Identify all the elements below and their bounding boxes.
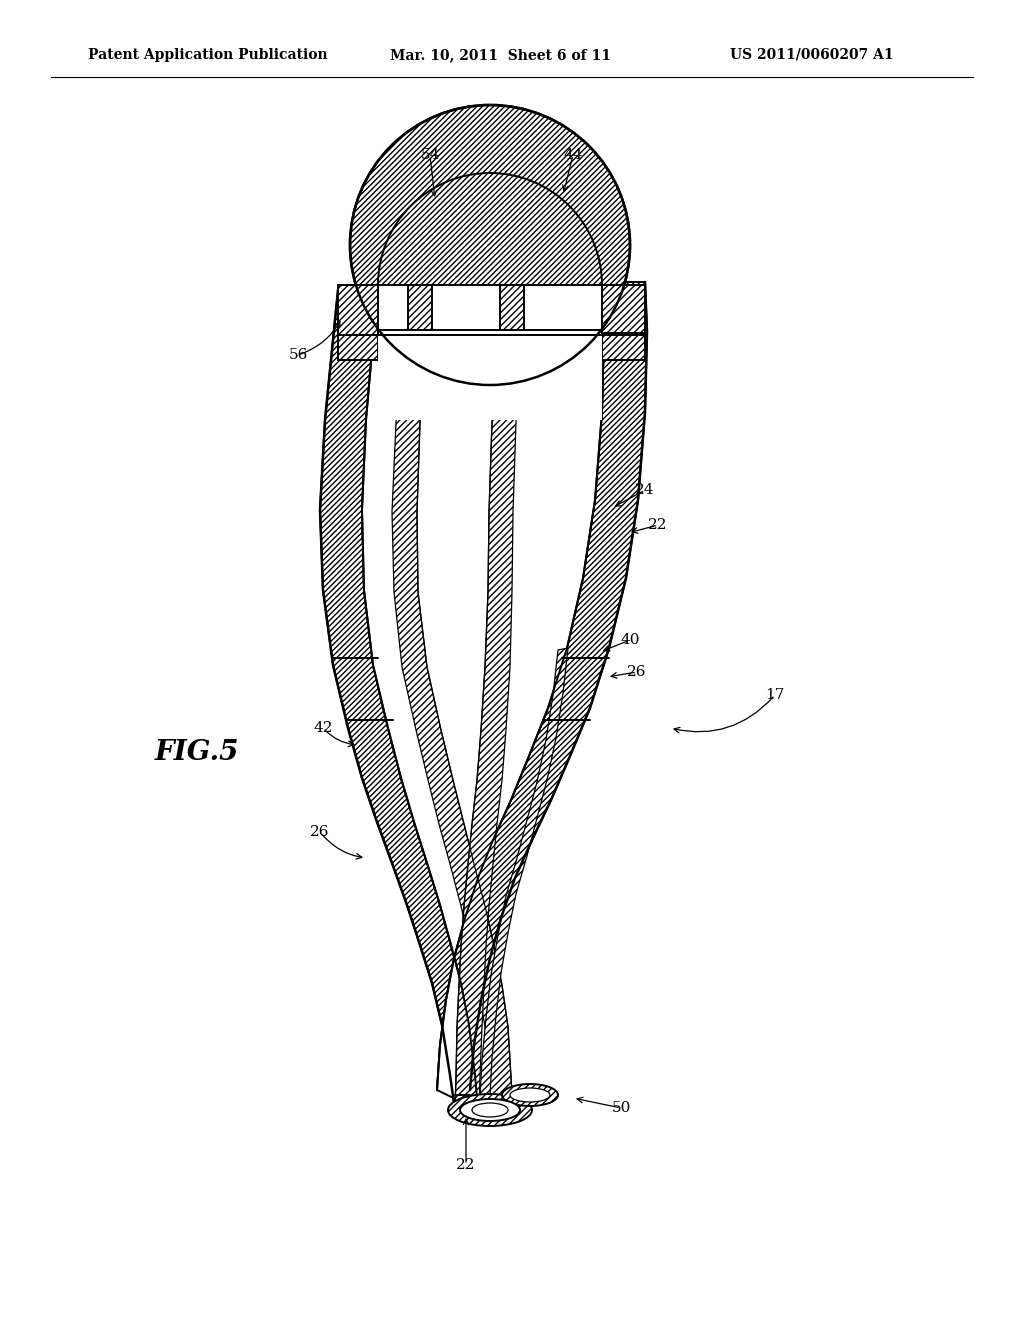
Text: 42: 42 — [313, 721, 333, 735]
Polygon shape — [417, 290, 513, 1107]
Text: 24: 24 — [635, 483, 654, 498]
Text: 26: 26 — [310, 825, 330, 840]
Polygon shape — [319, 290, 478, 1110]
Text: Mar. 10, 2011  Sheet 6 of 11: Mar. 10, 2011 Sheet 6 of 11 — [390, 48, 611, 62]
Ellipse shape — [378, 173, 602, 397]
Text: 22: 22 — [457, 1158, 476, 1172]
Text: 54: 54 — [420, 148, 439, 162]
Polygon shape — [524, 285, 602, 330]
Polygon shape — [378, 285, 408, 330]
Polygon shape — [500, 285, 524, 330]
Polygon shape — [500, 285, 524, 370]
Text: 40: 40 — [621, 634, 640, 647]
Polygon shape — [378, 285, 602, 420]
Polygon shape — [432, 285, 500, 330]
Text: 17: 17 — [765, 688, 784, 702]
Text: Patent Application Publication: Patent Application Publication — [88, 48, 328, 62]
Text: 56: 56 — [289, 348, 307, 362]
Polygon shape — [338, 285, 378, 335]
Ellipse shape — [502, 1084, 558, 1106]
Ellipse shape — [510, 1088, 550, 1102]
Polygon shape — [455, 290, 524, 1107]
Polygon shape — [480, 648, 568, 1098]
Polygon shape — [408, 285, 432, 370]
Polygon shape — [392, 290, 513, 1107]
Text: 22: 22 — [648, 517, 668, 532]
Text: 44: 44 — [563, 148, 583, 162]
Text: 50: 50 — [611, 1101, 631, 1115]
Ellipse shape — [350, 106, 630, 385]
Text: FIG.5: FIG.5 — [155, 739, 240, 766]
Ellipse shape — [449, 1094, 532, 1126]
Polygon shape — [362, 282, 604, 1110]
Text: US 2011/0060207 A1: US 2011/0060207 A1 — [730, 48, 894, 62]
Polygon shape — [437, 282, 647, 1090]
Polygon shape — [408, 285, 432, 330]
Polygon shape — [602, 285, 645, 333]
Polygon shape — [432, 249, 500, 285]
Ellipse shape — [472, 1104, 508, 1117]
Text: 26: 26 — [628, 665, 647, 678]
Ellipse shape — [460, 1100, 520, 1121]
Polygon shape — [338, 285, 378, 360]
Polygon shape — [602, 285, 645, 360]
